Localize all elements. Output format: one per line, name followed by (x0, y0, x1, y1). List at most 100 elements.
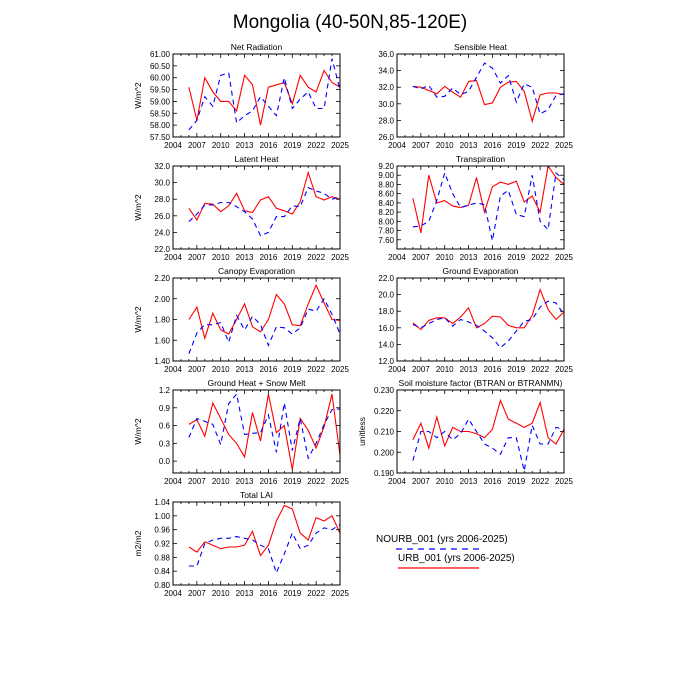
y-tick-label: 0.0 (159, 457, 171, 466)
y-tick-label: 32.0 (378, 83, 394, 92)
x-tick-label: 2022 (531, 365, 549, 374)
panel-7: 2004 2007 2010 2013 2016 2019 2022 2025 0.0 0.3 0.… (133, 378, 349, 486)
x-tick-label: 2016 (484, 253, 502, 262)
panel-2: 2004 2007 2010 2013 2016 2019 2022 2025 26.0 28.0… (378, 42, 573, 150)
y-axis-label: W/m^2 (133, 418, 143, 444)
series-line-urb-001 (412, 398, 564, 451)
x-tick-label: 2013 (236, 589, 254, 598)
y-tick-label: 0.3 (159, 439, 171, 448)
y-tick-label: 59.00 (150, 97, 171, 106)
y-axis-label: unitless (357, 417, 367, 446)
x-tick-label: 2025 (555, 365, 573, 374)
x-tick-label: 2025 (331, 365, 349, 374)
y-axis-label: W/m^2 (133, 306, 143, 332)
x-tick-label: 2004 (164, 141, 182, 150)
panel-4: 2004 2007 2010 2013 2016 2019 2022 2025 7.607.80… (378, 154, 573, 262)
x-tick-label: 2022 (531, 477, 549, 486)
x-tick-label: 2007 (412, 253, 430, 262)
x-tick-label: 2016 (260, 365, 278, 374)
x-tick-label: 2007 (188, 365, 206, 374)
y-tick-label: 61.00 (150, 50, 171, 59)
panel-9: 2004 2007 2010 2013 2016 2019 2022 2025 0.80 0.84… (133, 490, 349, 598)
y-tick-label: 28.0 (154, 195, 170, 204)
panel-title: Ground Evaporation (442, 266, 518, 276)
y-tick-label: 0.230 (374, 386, 395, 395)
series-line-urb-001 (412, 80, 564, 124)
y-tick-label: 0.84 (154, 567, 170, 576)
x-tick-label: 2010 (436, 477, 454, 486)
x-tick-label: 2016 (260, 141, 278, 150)
x-tick-label: 2007 (188, 477, 206, 486)
y-tick-label: 8.80 (378, 180, 394, 189)
y-tick-label: 30.0 (154, 179, 170, 188)
x-tick-label: 2007 (412, 141, 430, 150)
x-tick-label: 2007 (412, 477, 430, 486)
panel-1: 2004 2007 2010 2013 2016 2019 2022 2025 57.50 58.… (133, 42, 349, 150)
x-tick-label: 2022 (307, 589, 325, 598)
y-axis-label: W/m^2 (133, 82, 143, 108)
panel-title: Total LAI (240, 490, 273, 500)
panel-8: 2004 2007 2010 2013 2016 2019 2022 2025 0.190 0.2… (357, 378, 573, 486)
y-tick-label: 8.40 (378, 199, 394, 208)
x-tick-label: 2013 (460, 365, 478, 374)
y-tick-label: 36.0 (378, 50, 394, 59)
series-line-nourb-001 (188, 58, 340, 131)
x-tick-label: 2022 (307, 141, 325, 150)
x-tick-label: 2016 (260, 589, 278, 598)
panel-title: Net Radiation (231, 42, 283, 52)
series-line-nourb-001 (188, 524, 340, 575)
y-tick-label: 0.6 (159, 422, 171, 431)
y-tick-label: 0.88 (154, 553, 170, 562)
x-tick-label: 2013 (236, 253, 254, 262)
y-tick-label: 22.0 (154, 245, 170, 254)
x-tick-label: 2010 (436, 253, 454, 262)
panel-title: Latent Heat (235, 154, 280, 164)
plot-frame (172, 277, 341, 362)
x-tick-label: 2022 (531, 141, 549, 150)
legend-label-urb: URB_001 (yrs 2006-2025) (398, 553, 515, 564)
x-tick-label: 2025 (555, 477, 573, 486)
y-tick-label: 60.00 (150, 74, 171, 83)
x-tick-label: 2016 (484, 365, 502, 374)
x-tick-label: 2019 (507, 253, 525, 262)
y-tick-label: 22.0 (378, 274, 394, 283)
x-tick-label: 2025 (331, 589, 349, 598)
y-axis-label: W/m^2 (133, 194, 143, 220)
panel-3: 2004 2007 2010 2013 2016 2019 2022 2025 22.0 24.0… (133, 154, 349, 262)
plot-frame (396, 277, 565, 362)
plot-frame (172, 53, 341, 138)
y-tick-label: 0.9 (159, 404, 171, 413)
x-tick-label: 2019 (507, 141, 525, 150)
x-tick-label: 2004 (164, 477, 182, 486)
y-tick-label: 14.0 (378, 340, 394, 349)
x-tick-label: 2019 (283, 477, 301, 486)
panel-title: Transpiration (456, 154, 506, 164)
series-line-nourb-001 (412, 62, 564, 115)
y-tick-label: 26.0 (154, 212, 170, 221)
y-tick-label: 59.50 (150, 86, 171, 95)
series-line-urb-001 (188, 504, 340, 557)
y-tick-label: 20.0 (378, 291, 394, 300)
series-line-nourb-001 (188, 392, 340, 460)
series-line-nourb-001 (188, 297, 340, 354)
x-tick-label: 2013 (236, 141, 254, 150)
y-tick-label: 60.50 (150, 62, 171, 71)
series-line-nourb-001 (412, 418, 564, 472)
x-tick-label: 2004 (164, 589, 182, 598)
plot-frame (396, 165, 565, 250)
y-tick-label: 0.96 (154, 526, 170, 535)
x-tick-label: 2016 (484, 141, 502, 150)
y-tick-label: 1.60 (154, 336, 170, 345)
x-tick-label: 2016 (484, 477, 502, 486)
y-tick-label: 0.80 (154, 581, 170, 590)
y-tick-label: 12.0 (378, 357, 394, 366)
x-tick-label: 2016 (260, 253, 278, 262)
x-tick-label: 2025 (555, 141, 573, 150)
x-tick-label: 2019 (283, 141, 301, 150)
x-tick-label: 2016 (260, 477, 278, 486)
y-tick-label: 34.0 (378, 67, 394, 76)
y-tick-label: 30.0 (378, 100, 394, 109)
x-tick-label: 2013 (460, 477, 478, 486)
figure-title: Mongolia (40-50N,85-120E) (233, 12, 467, 33)
x-tick-label: 2022 (531, 253, 549, 262)
